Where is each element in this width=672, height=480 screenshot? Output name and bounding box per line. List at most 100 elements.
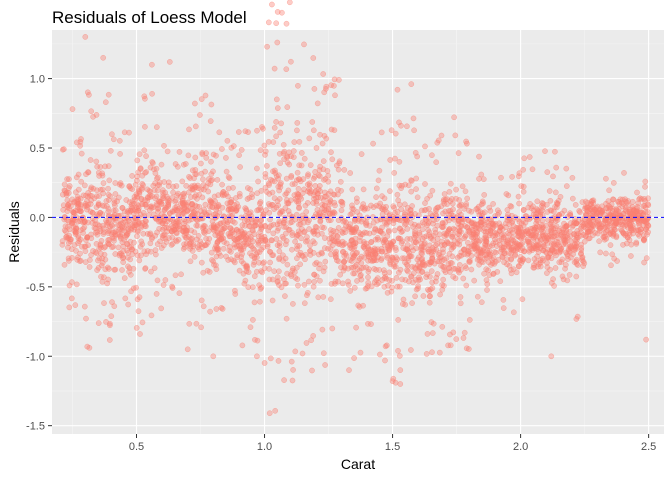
data-point bbox=[110, 243, 117, 250]
data-point bbox=[544, 169, 551, 175]
data-point bbox=[347, 170, 354, 176]
data-point bbox=[107, 147, 114, 154]
data-point bbox=[61, 181, 68, 188]
data-point bbox=[407, 253, 414, 259]
data-point bbox=[537, 209, 544, 216]
data-point bbox=[200, 223, 207, 229]
plot-area bbox=[52, 0, 664, 434]
data-point bbox=[620, 241, 626, 248]
data-point bbox=[266, 265, 272, 272]
data-point bbox=[552, 148, 558, 155]
data-point bbox=[294, 246, 300, 252]
data-point bbox=[194, 222, 201, 229]
data-point bbox=[542, 148, 548, 154]
data-point bbox=[428, 268, 435, 274]
data-point bbox=[441, 282, 447, 289]
data-point bbox=[371, 266, 378, 272]
data-point bbox=[273, 133, 279, 140]
data-point bbox=[628, 253, 634, 259]
data-point bbox=[333, 248, 339, 255]
data-point bbox=[127, 271, 134, 278]
data-point bbox=[643, 255, 650, 261]
data-point bbox=[458, 201, 465, 208]
data-point bbox=[354, 266, 361, 273]
data-point bbox=[550, 173, 556, 180]
data-point bbox=[642, 183, 648, 190]
data-point bbox=[163, 224, 170, 231]
data-point bbox=[213, 266, 220, 272]
data-point bbox=[530, 264, 537, 271]
data-point bbox=[153, 124, 160, 130]
data-point bbox=[281, 148, 288, 155]
data-point bbox=[236, 267, 243, 274]
data-point bbox=[330, 191, 337, 198]
data-point bbox=[86, 264, 93, 270]
data-point bbox=[448, 246, 455, 252]
data-point bbox=[375, 177, 382, 184]
data-point bbox=[232, 287, 238, 294]
data-point bbox=[332, 92, 338, 99]
data-point bbox=[302, 238, 309, 245]
data-point bbox=[381, 283, 388, 290]
data-point bbox=[586, 228, 593, 235]
data-point bbox=[404, 204, 411, 211]
data-point bbox=[69, 216, 76, 223]
data-point bbox=[64, 235, 71, 242]
data-point bbox=[111, 197, 118, 204]
data-point bbox=[322, 189, 328, 196]
data-point bbox=[354, 199, 360, 205]
data-point bbox=[97, 225, 103, 232]
data-point bbox=[387, 188, 393, 194]
data-point bbox=[119, 205, 126, 211]
data-point bbox=[327, 240, 333, 246]
data-point bbox=[353, 261, 360, 268]
data-point bbox=[172, 204, 179, 211]
data-point bbox=[596, 238, 602, 245]
data-point bbox=[395, 347, 401, 354]
data-point bbox=[526, 247, 533, 253]
data-point bbox=[184, 207, 191, 214]
data-point bbox=[474, 293, 481, 300]
data-point bbox=[563, 183, 570, 189]
data-point bbox=[285, 208, 292, 214]
data-point bbox=[331, 210, 338, 216]
data-point bbox=[334, 257, 340, 264]
data-point bbox=[490, 224, 497, 231]
data-point bbox=[643, 224, 650, 230]
y-axis: -1.5 -1.0 -0.5 0.0 0.5 1.0 bbox=[26, 74, 52, 433]
data-point bbox=[266, 410, 273, 417]
data-point bbox=[586, 235, 593, 242]
data-point bbox=[356, 255, 363, 262]
data-point bbox=[135, 308, 142, 315]
data-point bbox=[236, 193, 243, 200]
data-point bbox=[319, 140, 326, 147]
data-point bbox=[314, 100, 321, 107]
data-point bbox=[316, 261, 323, 268]
data-point bbox=[510, 266, 517, 273]
data-point bbox=[237, 234, 244, 241]
data-point bbox=[107, 193, 113, 200]
data-point bbox=[306, 135, 313, 142]
data-point bbox=[416, 274, 422, 281]
data-point bbox=[354, 249, 360, 256]
data-point bbox=[239, 222, 246, 228]
data-point bbox=[297, 261, 304, 268]
data-point bbox=[520, 217, 526, 224]
data-point bbox=[213, 253, 220, 260]
data-point bbox=[148, 248, 154, 255]
data-point bbox=[311, 86, 318, 92]
data-point bbox=[338, 207, 345, 214]
data-point bbox=[349, 210, 355, 217]
data-point bbox=[353, 224, 359, 231]
data-point bbox=[462, 233, 468, 240]
data-point bbox=[254, 337, 261, 344]
data-point bbox=[86, 92, 92, 98]
data-point bbox=[221, 239, 227, 245]
data-point bbox=[255, 178, 261, 185]
data-point bbox=[302, 202, 309, 209]
data-point bbox=[105, 185, 111, 192]
data-point bbox=[212, 198, 218, 205]
data-point bbox=[68, 246, 75, 253]
data-point bbox=[288, 58, 294, 65]
data-point bbox=[129, 251, 136, 258]
